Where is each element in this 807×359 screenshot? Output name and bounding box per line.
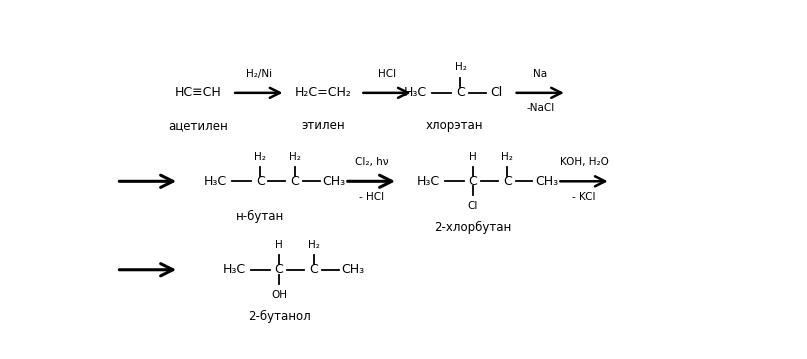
Text: H₃C: H₃C [223, 263, 245, 276]
Text: HC≡CH: HC≡CH [174, 86, 221, 99]
Text: - KCl: - KCl [572, 192, 596, 202]
Text: Cl: Cl [490, 86, 502, 99]
Text: H₂: H₂ [289, 152, 301, 162]
Text: C: C [274, 263, 283, 276]
Text: C: C [309, 263, 318, 276]
Text: н-бутан: н-бутан [236, 210, 285, 223]
Text: 2-бутанол: 2-бутанол [248, 310, 311, 323]
Text: H₃C: H₃C [404, 86, 427, 99]
Text: CH₃: CH₃ [323, 175, 345, 188]
Text: CH₃: CH₃ [535, 175, 558, 188]
Text: этилен: этилен [301, 119, 345, 132]
Text: ацетилен: ацетилен [168, 119, 228, 132]
Text: H: H [275, 241, 283, 251]
Text: H: H [469, 152, 477, 162]
Text: C: C [291, 175, 299, 188]
Text: H₂: H₂ [454, 62, 466, 72]
Text: Cl: Cl [468, 201, 479, 211]
Text: - HCl: - HCl [359, 192, 384, 202]
Text: -NaCl: -NaCl [526, 103, 554, 113]
Text: OH: OH [271, 290, 287, 300]
Text: C: C [503, 175, 512, 188]
Text: C: C [256, 175, 265, 188]
Text: 2-хлорбутан: 2-хлорбутан [434, 222, 512, 234]
Text: H₂: H₂ [501, 152, 513, 162]
Text: Cl₂, hν: Cl₂, hν [354, 158, 388, 167]
Text: C: C [456, 86, 465, 99]
Text: Na: Na [533, 69, 547, 79]
Text: хлорэтан: хлорэтан [425, 119, 483, 132]
Text: HCl: HCl [378, 69, 396, 79]
Text: KOH, H₂O: KOH, H₂O [559, 158, 608, 167]
Text: H₂: H₂ [307, 241, 320, 251]
Text: H₂C=CH₂: H₂C=CH₂ [295, 86, 351, 99]
Text: CH₃: CH₃ [341, 263, 365, 276]
Text: H₃C: H₃C [203, 175, 227, 188]
Text: H₂/Ni: H₂/Ni [246, 69, 272, 79]
Text: C: C [469, 175, 478, 188]
Text: H₃C: H₃C [416, 175, 440, 188]
Text: H₂: H₂ [254, 152, 266, 162]
